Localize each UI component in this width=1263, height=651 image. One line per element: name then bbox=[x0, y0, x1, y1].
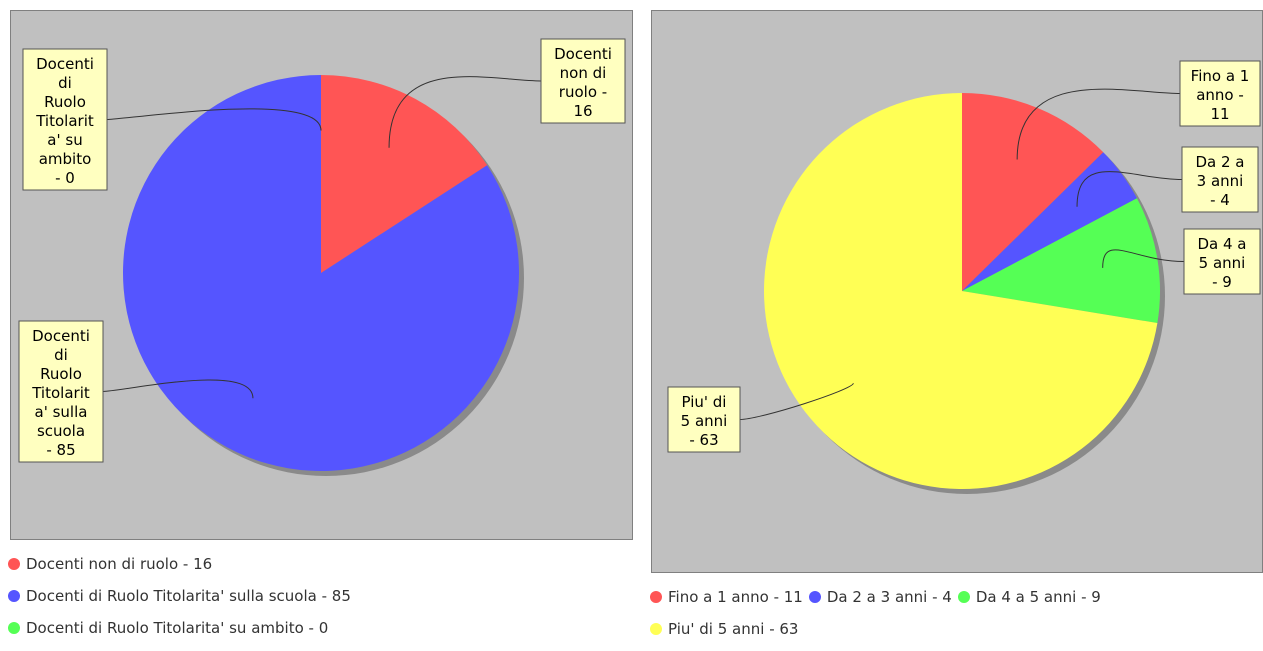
callout-label: di bbox=[58, 74, 72, 92]
callout-label: 11 bbox=[1210, 105, 1229, 123]
callout-box bbox=[1181, 146, 1259, 213]
callout-label: Titolarit bbox=[31, 384, 90, 402]
legend-item: Docenti non di ruolo - 16 bbox=[8, 554, 351, 574]
legend-item: Da 4 a 5 anni - 9 bbox=[957, 588, 1101, 606]
callout-label: scuola bbox=[37, 422, 85, 440]
callout-box bbox=[667, 386, 741, 453]
legend-swatch bbox=[650, 591, 662, 603]
legend-label: Docenti di Ruolo Titolarita' su ambito -… bbox=[26, 619, 329, 637]
callout-leader-line bbox=[102, 379, 254, 399]
callout-label: Docenti bbox=[554, 45, 612, 63]
callout-leader-line bbox=[388, 76, 542, 148]
pie-slice bbox=[321, 75, 488, 273]
callout-leader-line bbox=[1076, 171, 1183, 207]
callout-label: - 0 bbox=[55, 169, 75, 187]
callout-label: Piu' di bbox=[682, 393, 727, 411]
legend-label: Da 2 a 3 anni - 4 bbox=[826, 588, 952, 606]
legend-label: Docenti non di ruolo - 16 bbox=[26, 555, 213, 573]
legend-item: Piu' di 5 anni - 63 bbox=[650, 620, 798, 638]
legend-swatch bbox=[8, 622, 20, 634]
callout-label: Docenti bbox=[36, 55, 94, 73]
legend-swatch bbox=[650, 623, 662, 635]
legend-label: Da 4 a 5 anni - 9 bbox=[975, 588, 1101, 606]
callout-label: - 9 bbox=[1212, 273, 1232, 291]
pie-slice bbox=[962, 93, 1104, 291]
callout-leader-line bbox=[739, 382, 854, 420]
callout-leader-line bbox=[1102, 249, 1185, 268]
callout-label: di bbox=[54, 346, 68, 364]
pie-slice bbox=[764, 93, 1158, 490]
callout-label: Ruolo bbox=[40, 365, 82, 383]
callout-box bbox=[1183, 228, 1261, 295]
callout-label: Fino a 1 bbox=[1191, 67, 1250, 85]
callout-label: Ruolo bbox=[44, 93, 86, 111]
chart-left-plot-area: Docenti non di ruolo -16 Docenti di Ruolo Tito… bbox=[10, 10, 633, 540]
legend-item: Docenti di Ruolo Titolarita' su ambito -… bbox=[8, 618, 351, 638]
callout-label: 16 bbox=[573, 102, 592, 120]
pie-slice bbox=[962, 198, 1160, 324]
callout-box bbox=[18, 320, 104, 463]
legend-swatch bbox=[957, 591, 970, 603]
callout-label: - 4 bbox=[1210, 191, 1230, 209]
callout-leader-line bbox=[106, 108, 322, 131]
callout-label: Titolarit bbox=[35, 112, 94, 130]
legend-label: Fino a 1 anno - 11 bbox=[668, 588, 803, 606]
callout-label: 5 anni bbox=[1199, 254, 1246, 272]
legend-swatch bbox=[8, 590, 20, 602]
callout-box bbox=[1179, 60, 1261, 127]
callout-label: ruolo - bbox=[559, 83, 607, 101]
legend-left: Docenti non di ruolo - 16 Docenti di Ruo… bbox=[8, 554, 351, 650]
callout-label: - 63 bbox=[689, 431, 718, 449]
callout-label: a' sulla bbox=[35, 403, 88, 421]
callout-label: Da 2 a bbox=[1195, 153, 1244, 171]
callout-label: Docenti bbox=[32, 327, 90, 345]
callout-box bbox=[540, 38, 626, 124]
callout-box bbox=[22, 48, 108, 191]
legend-right: Fino a 1 anno - 11 Da 2 a 3 anni - 4 Da … bbox=[650, 587, 1107, 651]
legend-label: Docenti di Ruolo Titolarita' sulla scuol… bbox=[26, 587, 351, 605]
callout-label: non di bbox=[560, 64, 607, 82]
legend-item: Fino a 1 anno - 11 bbox=[650, 588, 803, 606]
callout-leader-line bbox=[1016, 88, 1181, 160]
legend-label: Piu' di 5 anni - 63 bbox=[668, 620, 799, 638]
callout-label: anno - bbox=[1196, 86, 1244, 104]
callout-label: 5 anni bbox=[681, 412, 728, 430]
callout-label: ambito bbox=[39, 150, 92, 168]
pie-slice bbox=[962, 152, 1137, 291]
callout-label: Da 4 a bbox=[1197, 235, 1246, 253]
legend-swatch bbox=[8, 558, 20, 570]
pie-slice bbox=[122, 75, 519, 472]
callout-label: 3 anni bbox=[1197, 172, 1244, 190]
legend-swatch bbox=[808, 591, 821, 603]
callout-label: a' su bbox=[47, 131, 82, 149]
callout-label: - 85 bbox=[46, 441, 75, 459]
legend-item: Da 2 a 3 anni - 4 bbox=[808, 588, 952, 606]
legend-item: Docenti di Ruolo Titolarita' sulla scuol… bbox=[8, 586, 351, 606]
